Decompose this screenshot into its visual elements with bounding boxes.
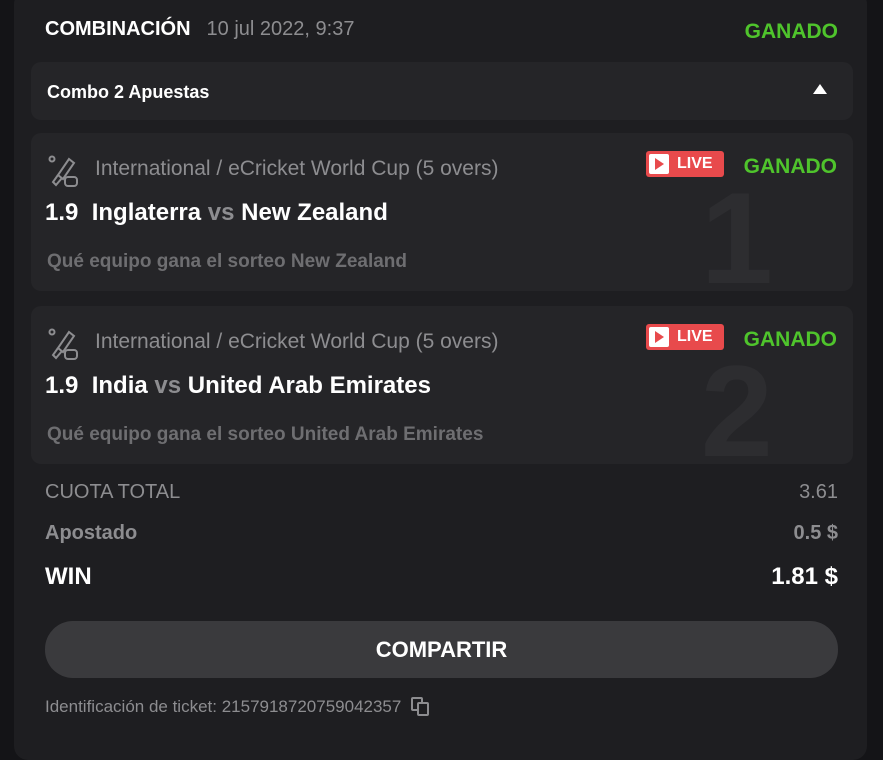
match-line: 1.9 India vs United Arab Emirates bbox=[45, 372, 431, 400]
live-badge: LIVE bbox=[646, 151, 724, 177]
total-odds-label: CUOTA TOTAL bbox=[45, 481, 181, 503]
cricket-esports-icon bbox=[48, 155, 78, 187]
chevron-up-icon[interactable] bbox=[813, 84, 827, 94]
live-label: LIVE bbox=[677, 155, 713, 172]
leg-status: GANADO bbox=[743, 328, 837, 351]
home-team: Inglaterra bbox=[91, 199, 202, 226]
selection: Qué equipo gana el sorteo United Arab Em… bbox=[47, 424, 484, 445]
leg-status: GANADO bbox=[743, 155, 837, 178]
bet-leg: 1 International / eCricket World Cup (5 … bbox=[31, 133, 853, 291]
leg-number: 1 bbox=[700, 165, 773, 291]
selection: Qué equipo gana el sorteo New Zealand bbox=[47, 251, 408, 272]
live-label: LIVE bbox=[677, 328, 713, 345]
stake-label: Apostado bbox=[45, 522, 138, 544]
bet-status: GANADO bbox=[744, 20, 838, 43]
bet-date: 10 jul 2022, 9:37 bbox=[206, 18, 355, 40]
odds: 1.9 bbox=[45, 199, 79, 226]
bet-type: COMBINACIÓN bbox=[45, 18, 191, 40]
total-odds-row: CUOTA TOTAL 3.61 bbox=[45, 481, 838, 504]
match-line: 1.9 Inglaterra vs New Zealand bbox=[45, 199, 388, 227]
play-icon bbox=[649, 154, 669, 174]
vs-label: vs bbox=[154, 372, 182, 399]
ticket-id-label: Identificación de ticket: 21579187207590… bbox=[45, 697, 402, 716]
combo-label: Combo 2 Apuestas bbox=[47, 82, 210, 102]
away-team: New Zealand bbox=[241, 199, 388, 226]
copy-icon[interactable] bbox=[411, 697, 431, 717]
stake-row: Apostado 0.5 $ bbox=[45, 522, 838, 545]
league-name: International / eCricket World Cup (5 ov… bbox=[95, 330, 499, 353]
cricket-esports-icon bbox=[48, 328, 78, 360]
share-button[interactable]: COMPARTIR bbox=[45, 621, 838, 678]
leg-number: 2 bbox=[700, 338, 773, 464]
total-odds-value: 3.61 bbox=[799, 481, 838, 503]
away-team: United Arab Emirates bbox=[187, 372, 431, 399]
play-icon bbox=[649, 327, 669, 347]
win-row: WIN 1.81 $ bbox=[45, 563, 838, 591]
bet-leg: 2 International / eCricket World Cup (5 … bbox=[31, 306, 853, 464]
live-badge: LIVE bbox=[646, 324, 724, 350]
ticket-id: Identificación de ticket: 21579187207590… bbox=[45, 697, 431, 717]
home-team: India bbox=[91, 372, 148, 399]
odds: 1.9 bbox=[45, 372, 79, 399]
vs-label: vs bbox=[207, 199, 235, 226]
win-label: WIN bbox=[45, 563, 92, 590]
league-name: International / eCricket World Cup (5 ov… bbox=[95, 157, 499, 180]
stake-value: 0.5 $ bbox=[793, 522, 838, 544]
win-value: 1.81 $ bbox=[771, 563, 838, 590]
combo-toggle[interactable]: Combo 2 Apuestas bbox=[31, 62, 853, 120]
bet-header: COMBINACIÓN 10 jul 2022, 9:37 bbox=[45, 18, 354, 41]
